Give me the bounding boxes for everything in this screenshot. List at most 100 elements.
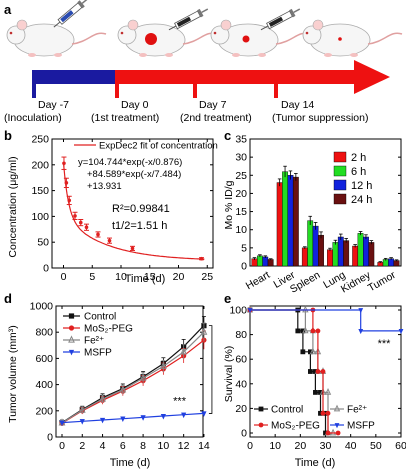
d-legend-marker: [68, 313, 75, 319]
timeline-day-4: Day 14: [281, 99, 314, 111]
c-bar-2h-spleen: [301, 247, 308, 267]
c-bar-24h-liver: [292, 176, 299, 267]
e-legend-marker: [334, 423, 340, 429]
d-ytick-label: 800: [35, 327, 53, 339]
e-plot-area: 0 10 20 30 40 50 60 0 20 40 60 80 100 *** Control Fe²⁺ M…: [229, 305, 406, 453]
b-ylabel: Concentration (μg/ml): [7, 156, 19, 257]
e-legend-label: MoS₂-PEG: [271, 421, 320, 432]
timeline-tick-day14: [274, 70, 278, 98]
c-ytick-label: 35: [235, 134, 247, 146]
e-data-point: [308, 369, 313, 374]
c-bar-2h-liver: [276, 182, 283, 267]
timeline-tick-day7: [193, 70, 197, 98]
d-legend-marker: [68, 349, 75, 356]
b-ytick-label: 50: [37, 237, 49, 249]
timeline-pre-bar: [34, 70, 116, 84]
b-equation-2: +84.589*exp(-x/7.484): [87, 169, 181, 180]
e-data-point: [325, 410, 331, 416]
b-equation-3: +13.931: [87, 181, 122, 192]
e-ytick-label: 40: [235, 378, 247, 390]
syringe-3: [260, 8, 301, 31]
c-legend-label: 6 h: [351, 166, 366, 178]
c-bar-6h-spleen: [307, 220, 314, 267]
b-fit-line: [62, 163, 205, 260]
timeline-event-2: (1st treatment): [91, 112, 159, 124]
c-legend-swatch: [333, 193, 347, 205]
d-significance: ***: [173, 396, 187, 408]
timeline-event-1: (Inoculation): [4, 112, 62, 124]
d-xlabel: Time (d): [110, 457, 151, 469]
e-ytick-label: 20: [235, 403, 247, 415]
e-data-point: [313, 390, 318, 395]
c-category-label: Heart: [244, 269, 272, 292]
b-legend: ExpDec2 fit of concentration: [74, 141, 218, 152]
mouse-1: [6, 19, 107, 57]
panel-label-b: b: [4, 128, 12, 143]
c-bar-12h-heart: [262, 256, 269, 267]
c-legend-swatch: [333, 151, 347, 163]
e-data-point: [247, 308, 253, 314]
d-data-point: [119, 385, 127, 393]
d-line-1: [61, 339, 205, 424]
c-legend-label: 24 h: [351, 194, 372, 206]
e-legend-marker: [258, 422, 264, 428]
d-ytick-label: 1000: [30, 301, 54, 313]
c-bar-12h-liver: [287, 175, 294, 267]
d-data-point: [160, 413, 166, 420]
e-data-point: [302, 326, 309, 334]
d-legend-label: Fe²⁺: [84, 336, 104, 347]
d-data-point: [79, 419, 85, 425]
e-ytick-label: 100: [229, 305, 247, 317]
d-data-point: [120, 416, 126, 423]
d-legend-label: MoS₂-PEG: [84, 324, 133, 335]
c-bar-2h-kidney: [352, 245, 359, 267]
e-data-point: [318, 390, 323, 395]
d-data-point: [200, 327, 208, 335]
d-line-0: [61, 325, 205, 424]
d-line-2: [61, 331, 205, 424]
e-data-point: [315, 328, 321, 334]
timeline-day-3: Day 7: [199, 99, 227, 111]
d-ytick-label: 400: [35, 379, 53, 391]
c-ytick-label: 25: [235, 170, 247, 182]
c-ytick-label: 30: [235, 152, 247, 164]
d-data-point: [139, 373, 147, 381]
d-data-point: [181, 412, 187, 419]
d-line-3: [61, 412, 204, 424]
c-ytick-label: 10: [235, 224, 247, 236]
d-xtick-label: 6: [120, 440, 126, 452]
c-ytick-label: 20: [235, 188, 247, 200]
c-bar-12h-lung: [337, 236, 344, 267]
b-equation-1: y=104.744*exp(-x/0.876): [78, 157, 182, 168]
b-xtick-label: 25: [201, 271, 213, 283]
e-data-point: [313, 369, 318, 374]
d-data-point: [99, 394, 106, 402]
c-ylabel: Mo % ID/g: [223, 180, 235, 229]
timeline-post-bar: [116, 70, 354, 84]
e-xtick-label: 30: [320, 440, 332, 452]
mouse-2: [117, 19, 218, 57]
d-plot-area: 0 2 4 6 8 10 12 14 0 200 400 600 800 1000 *** ControlMo…: [30, 301, 213, 452]
b-data-point: [64, 181, 69, 185]
timeline-event-3: (2nd treatment): [180, 112, 252, 124]
e-data-point: [329, 428, 337, 436]
panel-e: e Survival (%) Time (d) 0 10 20 30 40 50 60 0 20…: [223, 291, 406, 469]
d-xtick-label: 10: [158, 440, 170, 452]
d-xtick-label: 4: [100, 440, 106, 452]
d-significance-bracket: [208, 325, 213, 414]
panel-d: d Tumor volume (mm³) Time (d) 0 2 4 6 8 10 12 1…: [4, 291, 213, 469]
syringe-2: [168, 8, 209, 31]
e-data-point: [309, 347, 317, 355]
c-legend-swatch: [333, 179, 347, 191]
e-data-point: [300, 349, 306, 355]
e-xtick-label: 20: [294, 440, 306, 452]
d-legend-marker: [68, 325, 75, 331]
d-legend-label: MSFP: [84, 348, 112, 359]
panel-b: b Concentration (μg/ml) Time (d) 0 5 10 15 2…: [4, 128, 218, 285]
e-legend-label: Fe²⁺: [347, 405, 367, 416]
e-xtick-label: 50: [370, 440, 382, 452]
d-xtick-label: 2: [79, 440, 85, 452]
